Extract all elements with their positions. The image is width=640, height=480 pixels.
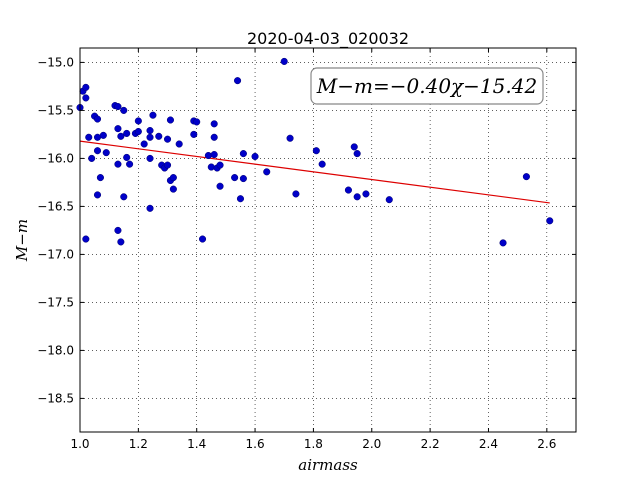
chart-title: 2020-04-03_020032	[247, 29, 409, 49]
data-point	[239, 150, 247, 158]
data-point	[117, 132, 125, 140]
fit-equation: M−m=−0.40χ−15.42	[316, 74, 537, 98]
data-point	[96, 174, 104, 182]
data-point	[353, 193, 361, 201]
data-point	[114, 125, 122, 133]
x-tick-label: 1.8	[304, 437, 323, 451]
x-tick-label: 1.4	[187, 437, 206, 451]
data-point	[263, 168, 271, 176]
data-point	[239, 175, 247, 183]
data-point	[120, 106, 128, 114]
x-tick-label: 1.2	[129, 437, 148, 451]
data-point	[353, 150, 361, 158]
data-point	[123, 129, 131, 137]
data-point	[93, 147, 102, 155]
data-point	[146, 127, 154, 135]
data-point	[82, 94, 90, 102]
data-point	[169, 174, 177, 182]
plot-frame	[79, 47, 577, 433]
data-point	[207, 163, 215, 171]
y-tick-label: −16.5	[37, 199, 74, 213]
data-point	[114, 160, 122, 168]
data-point	[120, 193, 128, 201]
data-point	[149, 111, 157, 119]
data-point	[286, 134, 294, 142]
data-point	[175, 140, 183, 148]
data-point	[146, 154, 154, 162]
data-point	[193, 118, 201, 126]
x-tick-label: 2.2	[421, 437, 440, 451]
data-point	[251, 152, 259, 161]
data-point	[114, 226, 122, 234]
data-point	[140, 140, 148, 148]
y-tick-label: −17.5	[37, 295, 74, 309]
x-tick-label: 2.0	[362, 437, 381, 451]
data-point	[146, 133, 154, 141]
data-point	[93, 115, 102, 123]
data-point	[123, 153, 131, 161]
data-point	[163, 135, 172, 143]
x-tick-label: 2.6	[537, 437, 556, 451]
data-point	[385, 196, 393, 204]
y-tick-label: −15.5	[37, 103, 74, 117]
data-point	[126, 160, 134, 168]
data-point	[204, 151, 212, 160]
data-point	[102, 149, 110, 157]
data-point	[190, 130, 198, 138]
fit-line	[79, 140, 550, 204]
data-point	[499, 239, 507, 247]
data-point	[546, 217, 554, 225]
data-point	[117, 238, 125, 246]
data-point	[318, 160, 326, 168]
grid	[79, 48, 576, 432]
data-point	[88, 154, 96, 162]
data-point	[163, 161, 172, 169]
y-tick-label: −16.0	[37, 151, 74, 165]
data-point	[146, 204, 154, 212]
data-point	[210, 133, 218, 141]
data-point	[93, 191, 102, 199]
data-point	[134, 117, 142, 125]
data-point	[292, 190, 300, 198]
data-point	[362, 190, 370, 198]
data-point	[85, 133, 93, 141]
data-point	[236, 195, 245, 203]
data-point	[82, 235, 90, 243]
annotation-box	[310, 67, 544, 105]
data-point	[210, 120, 218, 128]
data-point	[166, 116, 174, 124]
data-point	[231, 174, 239, 182]
x-tick-label: 1.6	[246, 437, 265, 451]
data-point	[82, 83, 90, 91]
data-point	[216, 161, 224, 169]
fit-annotation: M−m=−0.40χ−15.42	[310, 67, 544, 105]
data-point	[234, 77, 242, 85]
data-point	[198, 235, 207, 243]
fit-line-group	[79, 140, 550, 204]
axis-ticks: 1.0 1.2 1.4 1.6 1.8 2.0 2.2 2.4 2.6 −15.0 −15.5 −16…	[37, 48, 576, 451]
data-point	[169, 185, 177, 193]
data-point	[155, 132, 163, 140]
x-axis-label: airmass	[298, 456, 358, 474]
x-tick-label: 2.4	[479, 437, 498, 451]
data-point	[280, 57, 288, 65]
data-point	[134, 127, 142, 136]
x-tick-label: 1.0	[70, 437, 89, 451]
data-point	[344, 186, 352, 194]
data-point	[312, 147, 320, 155]
data-point	[99, 131, 107, 139]
data-points	[76, 57, 554, 247]
data-point	[216, 182, 224, 190]
data-point	[114, 103, 122, 111]
y-tick-label: −18.0	[37, 343, 74, 357]
data-point	[210, 151, 218, 159]
y-tick-label: −15.0	[37, 55, 74, 69]
y-axis-label: M−m	[13, 219, 31, 262]
y-tick-label: −17.0	[37, 247, 74, 261]
y-tick-label: −18.5	[37, 391, 74, 405]
data-point	[522, 173, 530, 181]
data-point	[350, 143, 358, 151]
